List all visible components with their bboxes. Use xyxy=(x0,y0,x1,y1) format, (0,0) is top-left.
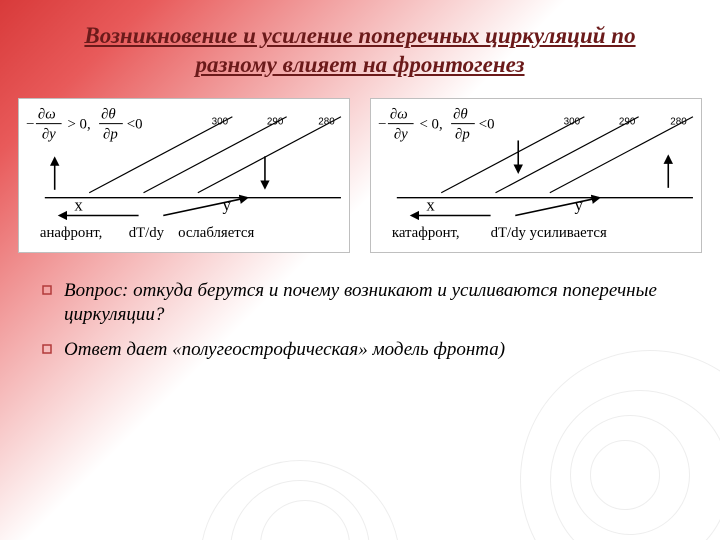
anafront-caption-2: dT/dy xyxy=(129,225,165,241)
diagram-anafront: − ∂ω ∂y > 0, ∂θ ∂p <0 300 290 280 xyxy=(18,98,350,253)
formula-cmp1-r: < 0, xyxy=(420,116,443,132)
formula-dtheta-r: ∂θ xyxy=(453,106,468,122)
slide-title: Возникновение и усиление поперечных цирк… xyxy=(0,0,720,90)
formula-minus: − xyxy=(26,116,34,132)
formula-dy: ∂y xyxy=(42,126,56,142)
diagram-row: − ∂ω ∂y > 0, ∂θ ∂p <0 300 290 280 xyxy=(0,90,720,253)
iso-label-280-r: 280 xyxy=(670,116,687,127)
bullet-marker-icon xyxy=(42,285,52,295)
anafront-caption-3: ослабляется xyxy=(178,225,254,241)
formula-minus-r: − xyxy=(378,116,386,132)
anafront-caption-1: анафронт, xyxy=(40,225,102,241)
diagram-katafront: − ∂ω ∂y < 0, ∂θ ∂p <0 300 290 280 xyxy=(370,98,702,253)
formula-cmp1: > 0, xyxy=(68,116,91,132)
bg-swirl-4 xyxy=(590,440,660,510)
axis-x-label-r: x xyxy=(426,195,435,214)
bullet-question: Вопрос: откуда берутся и почему возникаю… xyxy=(42,279,678,328)
katafront-caption-1: катафронт, xyxy=(392,225,460,241)
formula-dy-r: ∂y xyxy=(394,126,408,142)
formula-dtheta: ∂θ xyxy=(101,106,116,122)
formula-cmp2-r: <0 xyxy=(479,116,495,132)
axis-y-label-r: y xyxy=(574,195,583,214)
bullet-answer-text: Ответ дает «полугеострофическая» модель … xyxy=(64,338,505,363)
formula-domega-r: ∂ω xyxy=(390,106,408,122)
bullet-answer: Ответ дает «полугеострофическая» модель … xyxy=(42,338,678,363)
body-text: Вопрос: откуда берутся и почему возникаю… xyxy=(0,253,720,363)
formula-dp: ∂p xyxy=(103,126,118,142)
bullet-question-text: Вопрос: откуда берутся и почему возникаю… xyxy=(64,279,678,328)
bullet-marker-icon xyxy=(42,344,52,354)
axis-y-label: y xyxy=(222,195,231,214)
formula-cmp2: <0 xyxy=(127,116,143,132)
iso-label-280: 280 xyxy=(318,116,335,127)
katafront-caption-2: dT/dy усиливается xyxy=(491,225,607,241)
formula-dp-r: ∂p xyxy=(455,126,470,142)
axis-x-label: x xyxy=(74,195,83,214)
formula-domega: ∂ω xyxy=(38,106,56,122)
